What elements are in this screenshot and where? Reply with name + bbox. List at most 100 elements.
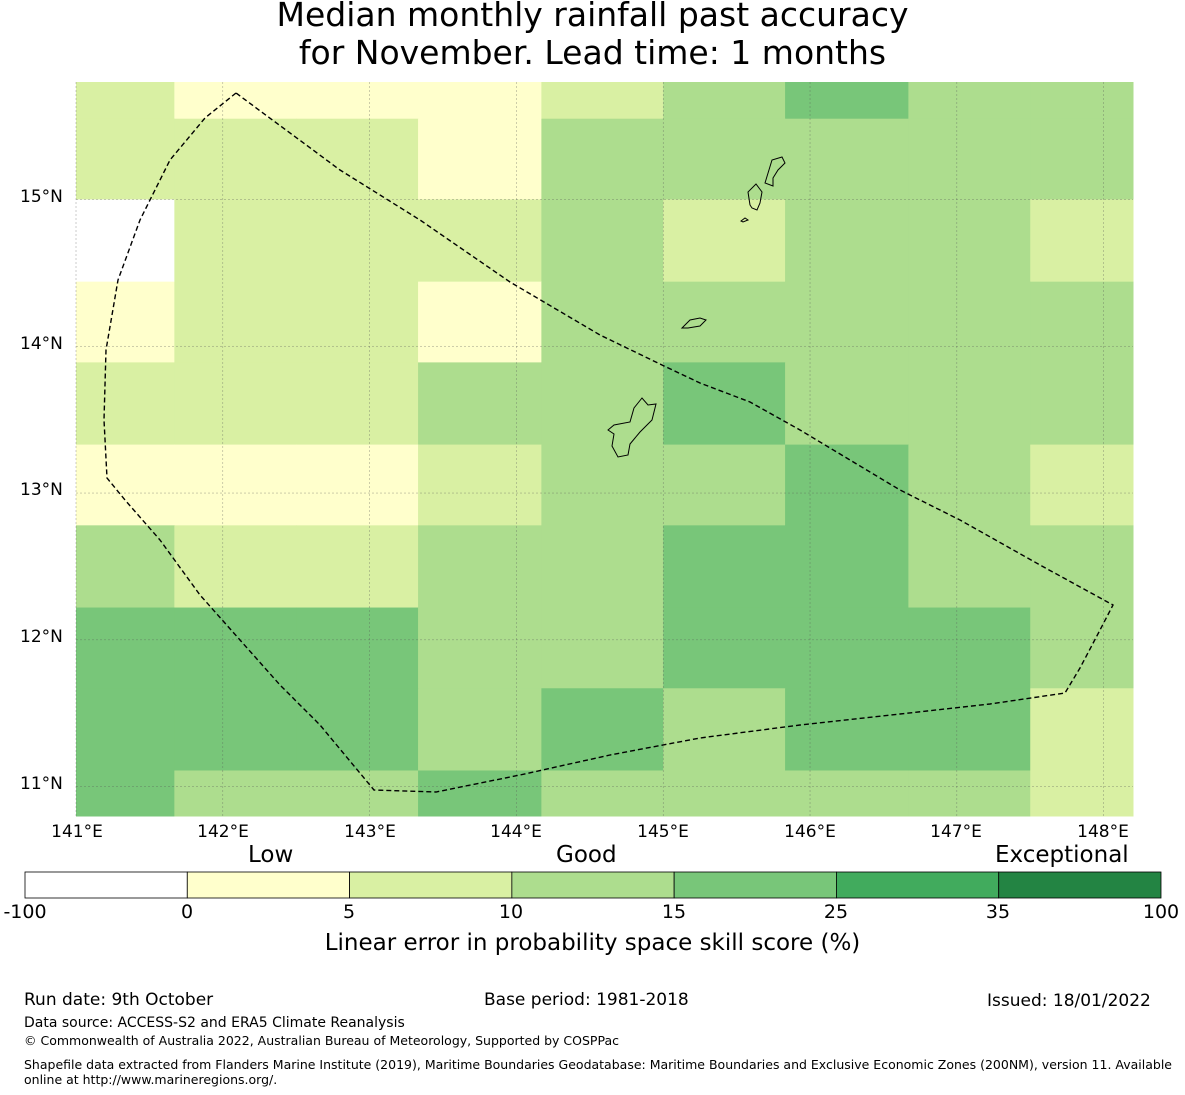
lon-tick: 142°E	[197, 822, 249, 842]
heatmap-cell	[908, 82, 1031, 120]
heatmap-cell	[174, 607, 297, 689]
lat-tick: 12°N	[20, 627, 63, 647]
heatmap-cell	[663, 281, 786, 363]
colorbar-tick: 10	[498, 901, 524, 923]
heatmap-cell	[174, 444, 297, 526]
heatmap-cell	[1030, 82, 1134, 120]
copyright: © Commonwealth of Australia 2022, Austra…	[24, 1033, 619, 1048]
heatmap-cell	[1030, 362, 1134, 446]
colorbar-tick: 100	[1142, 901, 1180, 923]
heatmap-cell	[76, 362, 175, 446]
colorbar-segment	[998, 871, 1162, 899]
colorbar-segment	[511, 871, 675, 899]
heatmap-cell	[908, 444, 1031, 526]
lon-tick: 143°E	[344, 822, 396, 842]
heatmap-cell	[296, 525, 419, 609]
colorbar-label: Linear error in probability space skill …	[324, 930, 861, 956]
heatmap-cell	[174, 199, 297, 283]
lat-tick: 14°N	[20, 334, 63, 354]
heatmap-cell	[785, 118, 909, 200]
heatmap-cell	[296, 118, 419, 200]
heatmap-cell	[1030, 607, 1134, 689]
colorbar-word-low: Low	[248, 842, 294, 868]
heatmap-cell	[296, 362, 419, 446]
colorbar	[24, 871, 1162, 899]
chart-title: Median monthly rainfall past accuracy fo…	[0, 0, 1185, 72]
heatmap-cell	[296, 82, 419, 120]
island-tinian	[747, 183, 763, 211]
colorbar-word-exceptional: Exceptional	[995, 842, 1129, 868]
heatmap-cell	[418, 281, 542, 363]
lat-tick: 15°N	[20, 187, 63, 207]
heatmap-cell	[76, 607, 175, 689]
heatmap-cell	[76, 281, 175, 363]
colorbar-tick: 5	[342, 901, 356, 923]
heatmap-cell	[785, 362, 909, 446]
heatmap-cell	[1030, 444, 1134, 526]
island-guam	[607, 397, 657, 458]
lon-tick: 148°E	[1077, 822, 1129, 842]
heatmap-cell	[785, 688, 909, 771]
heatmap-cell	[908, 525, 1031, 609]
heatmap-cell	[785, 525, 909, 609]
heatmap-cell	[418, 199, 542, 283]
heatmap-cell	[296, 607, 419, 689]
colorbar-tick: 25	[823, 901, 849, 923]
heatmap-cell	[174, 281, 297, 363]
colorbar-segment	[186, 871, 350, 899]
heatmap-cell	[418, 444, 542, 526]
heatmap-cell	[174, 688, 297, 771]
colorbar-tick: -100	[3, 901, 47, 923]
heatmap-cell	[1030, 118, 1134, 200]
heatmap-cell	[785, 281, 909, 363]
heatmap-cell	[296, 281, 419, 363]
colorbar-tick: 35	[985, 901, 1011, 923]
heatmap-cell	[541, 281, 664, 363]
lon-tick: 144°E	[490, 822, 542, 842]
data-source: Data source: ACCESS-S2 and ERA5 Climate …	[24, 1015, 405, 1031]
heatmap-cell	[174, 118, 297, 200]
heatmap-cell	[785, 82, 909, 120]
heatmap-cell	[76, 118, 175, 200]
heatmap-cell	[908, 118, 1031, 200]
heatmap-cell	[1030, 688, 1134, 771]
colorbar-tick: 15	[661, 901, 687, 923]
heatmap-cell	[418, 362, 542, 446]
heatmap-cell	[1030, 199, 1134, 283]
heatmap-cell	[663, 525, 786, 609]
title-line-1: Median monthly rainfall past accuracy	[276, 0, 909, 34]
heatmap-cell	[541, 199, 664, 283]
heatmap-cell	[785, 770, 909, 817]
heatmap-cell	[663, 118, 786, 200]
heatmap-cell	[663, 199, 786, 283]
heatmap-cell	[1030, 281, 1134, 363]
heatmap-cell	[908, 199, 1031, 283]
heatmap-cell	[908, 688, 1031, 771]
heatmap-cell	[418, 688, 542, 771]
run-date: Run date: 9th October	[24, 990, 214, 1010]
heatmap-cell	[418, 82, 542, 120]
eez-boundary	[103, 92, 1114, 793]
lon-tick: 141°E	[51, 822, 103, 842]
heatmap-cell	[296, 770, 419, 817]
colorbar-segment	[836, 871, 1000, 899]
heatmap-cell	[296, 199, 419, 283]
shapefile-credit: Shapefile data extracted from Flanders M…	[24, 1057, 1172, 1087]
colorbar-segment	[24, 871, 188, 899]
heatmap-cell	[418, 118, 542, 200]
heatmap-cell	[76, 525, 175, 609]
base-period: Base period: 1981-2018	[484, 990, 689, 1010]
heatmap-cell	[663, 770, 786, 817]
heatmap-cell	[908, 281, 1031, 363]
heatmap-cell	[541, 770, 664, 817]
heatmap-cell	[663, 607, 786, 689]
colorbar-segment	[673, 871, 837, 899]
island-outlines	[607, 156, 786, 458]
heatmap-cell	[174, 770, 297, 817]
heatmap-cell	[76, 770, 175, 817]
heatmap-cell	[541, 82, 664, 120]
heatmap-cell	[541, 362, 664, 446]
heatmap-cell	[541, 607, 664, 689]
map-gridlines	[75, 82, 1133, 816]
